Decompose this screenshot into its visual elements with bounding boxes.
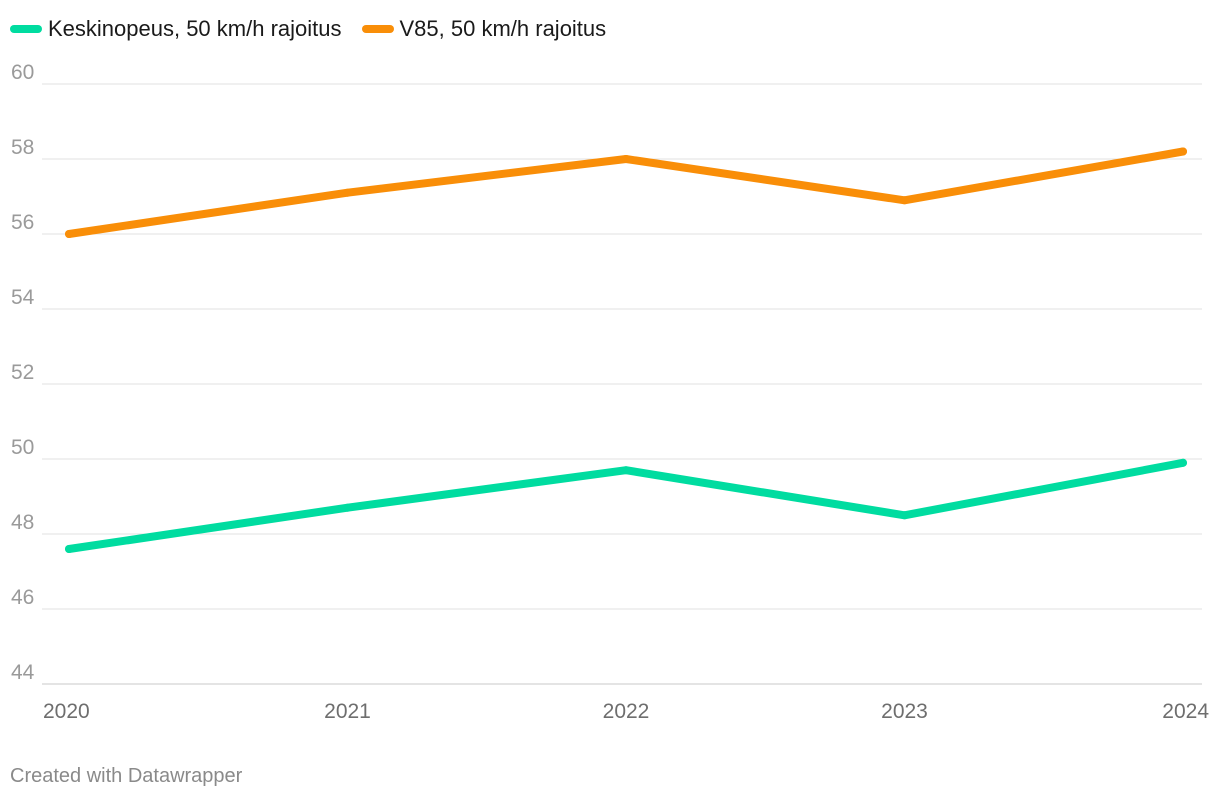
x-tick-label: 2021 xyxy=(324,700,371,723)
series-1-point xyxy=(1179,147,1187,156)
y-tick-label: 52 xyxy=(11,361,34,384)
series-1-point xyxy=(343,188,352,197)
series-0-point xyxy=(65,545,73,553)
y-tick-label: 48 xyxy=(11,511,34,534)
x-tick-label: 2022 xyxy=(603,700,650,723)
legend-item-keskinopeus: Keskinopeus, 50 km/h rajoitus xyxy=(10,16,342,42)
series-1-point xyxy=(65,230,73,238)
legend-item-v85: V85, 50 km/h rajoitus xyxy=(361,16,607,42)
x-tick-label: 2024 xyxy=(1162,700,1209,723)
y-tick-label: 44 xyxy=(11,661,35,684)
series-1-point xyxy=(622,155,630,163)
x-tick-label: 2020 xyxy=(43,700,90,723)
y-tick-label: 50 xyxy=(11,436,34,459)
series-0-point xyxy=(1179,458,1187,467)
series-1-point xyxy=(900,196,909,205)
y-tick-label: 46 xyxy=(11,586,34,609)
legend: Keskinopeus, 50 km/h rajoitus V85, 50 km… xyxy=(10,16,626,42)
series-0-point xyxy=(900,511,909,520)
series-line-0 xyxy=(65,458,1187,553)
legend-swatch-keskinopeus xyxy=(10,25,42,33)
series-0-point xyxy=(343,503,352,512)
legend-label-keskinopeus: Keskinopeus, 50 km/h rajoitus xyxy=(48,16,342,41)
footer-credit: Created with Datawrapper xyxy=(10,765,243,787)
series-line-1 xyxy=(65,147,1187,238)
y-tick-label: 60 xyxy=(11,61,34,84)
legend-label-v85: V85, 50 km/h rajoitus xyxy=(399,16,607,41)
y-tick-label: 58 xyxy=(11,136,34,159)
series-0-point xyxy=(622,466,630,475)
y-tick-label: 56 xyxy=(11,211,34,234)
x-tick-label: 2023 xyxy=(881,700,928,723)
legend-swatch-v85 xyxy=(361,25,394,33)
y-tick-label: 54 xyxy=(11,286,35,309)
